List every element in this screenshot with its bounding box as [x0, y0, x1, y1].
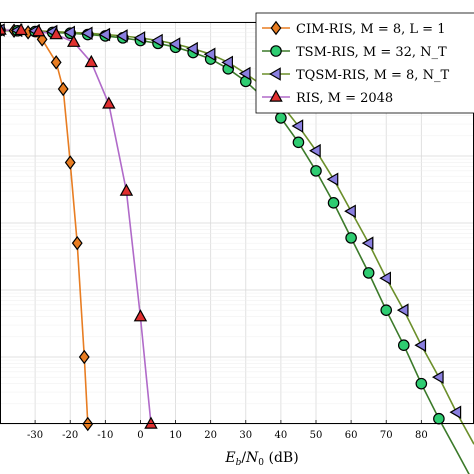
x-axis-title-0: 0	[258, 458, 264, 468]
series-3-point-2	[31, 24, 46, 37]
series-2-point-24	[414, 338, 427, 352]
x-axis-title-n: N	[245, 450, 259, 466]
series-2-point-9	[151, 33, 163, 48]
series-1-point-17	[292, 136, 305, 149]
series-2-point-8	[133, 31, 146, 45]
series-line-1	[0, 29, 470, 474]
series-0-point-8	[78, 349, 90, 365]
x-tick-label-2: -10	[97, 430, 113, 441]
series-2-point-23	[396, 303, 409, 317]
series-1-point-24	[415, 377, 428, 390]
series-1-point-21	[362, 267, 375, 279]
series-2-point-4	[63, 25, 75, 40]
series-2-point-20	[344, 204, 356, 218]
series-0-point-6	[64, 155, 76, 170]
series-3-point-0	[0, 22, 7, 35]
x-tick-label-5: 20	[204, 430, 217, 441]
x-tick-label-7: 40	[275, 430, 288, 441]
x-axis-title-e: E	[224, 450, 235, 466]
series-3-point-6	[102, 96, 116, 109]
x-tick-label-9: 60	[345, 430, 358, 441]
legend-label-0: CIM-RIS, M = 8, L = 1	[296, 22, 445, 37]
series-2-point-22	[379, 271, 391, 285]
series-3-point-8	[133, 309, 148, 322]
series-2-point-19	[326, 172, 339, 186]
series-3-point-1	[14, 22, 28, 36]
series-2-point-17	[291, 119, 304, 133]
series-1-point-18	[310, 165, 322, 177]
x-tick-label-8: 50	[310, 430, 323, 441]
series-2-point-5	[80, 26, 93, 40]
legend-label-2: TQSM-RIS, M = 8, N_T	[296, 68, 449, 83]
x-ticks: -30 -20 -10 0 10 20 30 40 50 60 70 80	[27, 420, 428, 441]
series-0-point-5	[57, 81, 69, 97]
legend-marker-3	[269, 89, 283, 102]
x-tick-label-3: 0	[137, 430, 143, 441]
series-3-point-4	[66, 34, 81, 47]
series-2-point-25	[431, 370, 444, 384]
x-axis-title-slash: /	[241, 450, 246, 466]
series-0-point-7	[71, 235, 83, 251]
series-1-point-22	[380, 304, 393, 316]
series-1-point-19	[327, 197, 340, 209]
x-tick-label-10: 70	[380, 430, 393, 441]
x-tick-label-11: 80	[415, 430, 428, 441]
legend-marker-1	[270, 45, 282, 57]
x-tick-label-4: 10	[169, 430, 182, 441]
x-axis-title-b: b	[236, 458, 242, 468]
x-tick-label-1: -20	[62, 430, 78, 441]
series-2-point-10	[168, 37, 181, 51]
series-2-point-18	[309, 143, 321, 158]
series-1-point-16	[275, 112, 287, 124]
series-markers	[0, 22, 462, 432]
series-2-point-6	[98, 27, 111, 42]
legend-box	[255, 12, 474, 114]
legend-label-1: TSM-RIS, M = 32, N_T	[296, 45, 447, 60]
x-tick-label-0: -30	[27, 430, 43, 441]
series-line-0	[0, 29, 89, 425]
series-2-point-7	[115, 29, 128, 43]
series-3-point-5	[84, 54, 99, 68]
x-tick-label-6: 30	[239, 430, 252, 441]
series-1-point-25	[433, 412, 445, 425]
series-3-point-3	[49, 27, 63, 40]
series-3-point-7	[119, 183, 134, 196]
series-1-point-23	[397, 339, 410, 352]
series-2-point-26	[449, 405, 462, 419]
series-3-point-9	[144, 416, 158, 429]
legend-marker-0	[270, 20, 282, 36]
series-2-point-13	[221, 55, 233, 70]
x-axis-title: Eb/N0 (dB)	[224, 450, 298, 468]
legend-label-3: RIS, M = 2048	[296, 91, 393, 106]
series-2-point-11	[186, 41, 198, 56]
series-2-point-21	[361, 236, 374, 250]
series-2-point-12	[203, 47, 216, 62]
series-2-point-14	[238, 66, 251, 81]
legend-marker-2	[269, 67, 281, 81]
legend: CIM-RIS, M = 8, L = 1 TSM-RIS, M = 32, N_…	[255, 12, 474, 114]
series-1-point-20	[345, 232, 357, 244]
series-0-point-4	[50, 55, 62, 70]
x-axis-title-unit: (dB)	[264, 450, 299, 466]
series-line-2	[0, 29, 474, 445]
